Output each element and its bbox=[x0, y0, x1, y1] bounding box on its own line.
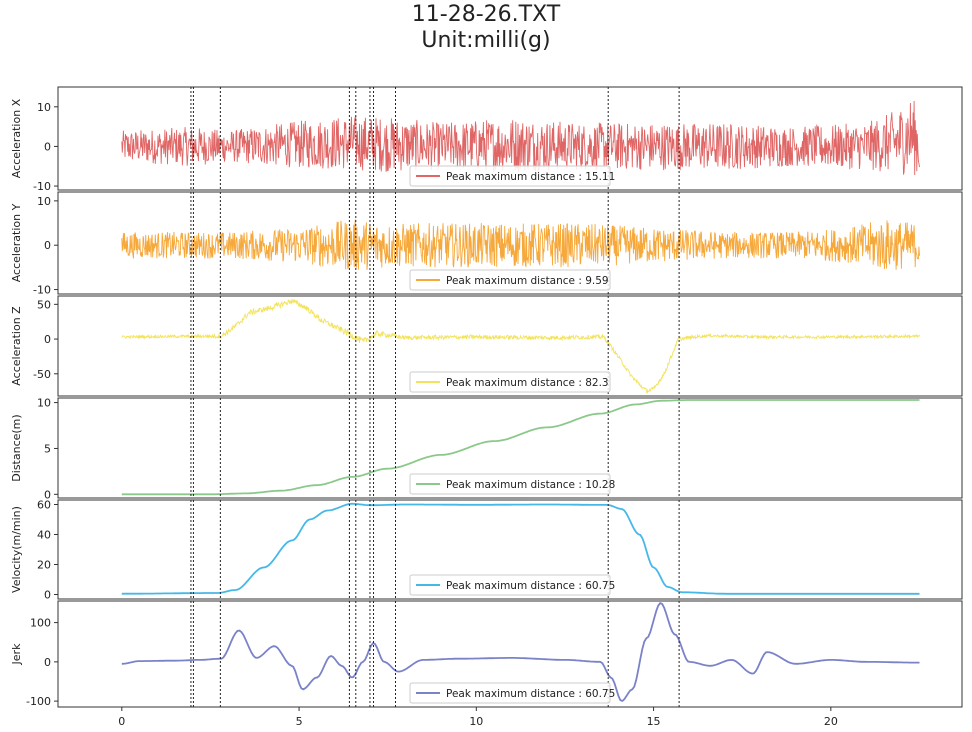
panel-velocity: 0 20 40 60 Velocity(m/min) Peak maximum dista… bbox=[10, 499, 963, 602]
panel-jerk: -100 0 100 Jerk Peak maximum distance : 60.7… bbox=[10, 600, 963, 708]
y-tick-label: 60 bbox=[37, 499, 51, 512]
x-tick-label: 15 bbox=[647, 715, 661, 728]
legend-label: Peak maximum distance : 15.11 bbox=[446, 171, 615, 183]
y-tick-label: -10 bbox=[33, 180, 51, 193]
panel-acc-z: -50 0 50 Acceleration Z Peak maximum distanc… bbox=[10, 295, 963, 397]
chart-title-block: 11-28-26.TXT Unit:milli(g) bbox=[0, 2, 972, 54]
y-tick-label: 10 bbox=[37, 101, 51, 114]
y-axis-label: Acceleration Y bbox=[10, 203, 23, 282]
y-tick-label: 0 bbox=[44, 239, 51, 252]
legend-label: Peak maximum distance : 82.3 bbox=[446, 377, 609, 389]
y-tick-label: 0 bbox=[44, 488, 51, 501]
x-tick-label: 5 bbox=[296, 715, 303, 728]
y-tick-label: -50 bbox=[33, 368, 51, 381]
y-axis-label: Distance(m) bbox=[10, 414, 23, 481]
panel-distance: 0 5 10 Distance(m) Peak maximum distance : 1… bbox=[10, 397, 963, 501]
legend-label: Peak maximum distance : 60.75 bbox=[446, 580, 615, 592]
panel-acc-x: -10 0 10 Acceleration X Peak maximum distanc… bbox=[10, 86, 963, 193]
legend-box bbox=[409, 682, 611, 704]
series-line-jerk bbox=[121, 601, 920, 703]
y-tick-label: 0 bbox=[44, 140, 51, 153]
y-axis-label: Acceleration Z bbox=[10, 306, 23, 386]
y-tick-label: 0 bbox=[44, 589, 51, 602]
legend-box bbox=[409, 574, 611, 596]
legend-label: Peak maximum distance : 10.28 bbox=[446, 479, 615, 491]
panel-acc-y: -10 0 10 Acceleration Y Peak maximum distanc… bbox=[10, 191, 963, 297]
y-axis-label: Velocity(m/min) bbox=[10, 506, 23, 593]
y-tick-label: 50 bbox=[37, 298, 51, 311]
series-line-velocity bbox=[121, 502, 920, 595]
legend-box bbox=[409, 269, 611, 291]
chart-subtitle: Unit:milli(g) bbox=[421, 28, 551, 53]
series-line-acc-x bbox=[121, 100, 920, 176]
y-tick-label: 0 bbox=[44, 333, 51, 346]
y-tick-label: 100 bbox=[30, 617, 51, 630]
y-tick-label: 40 bbox=[37, 529, 51, 542]
x-tick-label: 10 bbox=[469, 715, 483, 728]
series-line-acc-y bbox=[121, 219, 920, 270]
legend-box bbox=[409, 165, 611, 187]
y-axis-label: Jerk bbox=[10, 643, 23, 666]
y-tick-label: 5 bbox=[44, 442, 51, 455]
series-line-distance bbox=[121, 399, 920, 496]
y-tick-label: -10 bbox=[33, 284, 51, 297]
legend-box bbox=[409, 473, 611, 495]
legend-label: Peak maximum distance : 9.59 bbox=[446, 275, 609, 287]
y-tick-label: -100 bbox=[26, 695, 51, 708]
y-tick-label: 10 bbox=[37, 195, 51, 208]
x-tick-label: 0 bbox=[118, 715, 125, 728]
y-tick-label: 10 bbox=[37, 397, 51, 410]
y-tick-label: 0 bbox=[44, 656, 51, 669]
chart-title: 11-28-26.TXT bbox=[411, 2, 561, 27]
legend-box bbox=[409, 371, 611, 393]
y-axis-label: Acceleration X bbox=[10, 98, 23, 178]
legend-label: Peak maximum distance : 60.75 bbox=[446, 688, 615, 700]
y-tick-label: 20 bbox=[37, 559, 51, 572]
x-tick-label: 20 bbox=[824, 715, 838, 728]
series-line-acc-z bbox=[121, 298, 920, 394]
